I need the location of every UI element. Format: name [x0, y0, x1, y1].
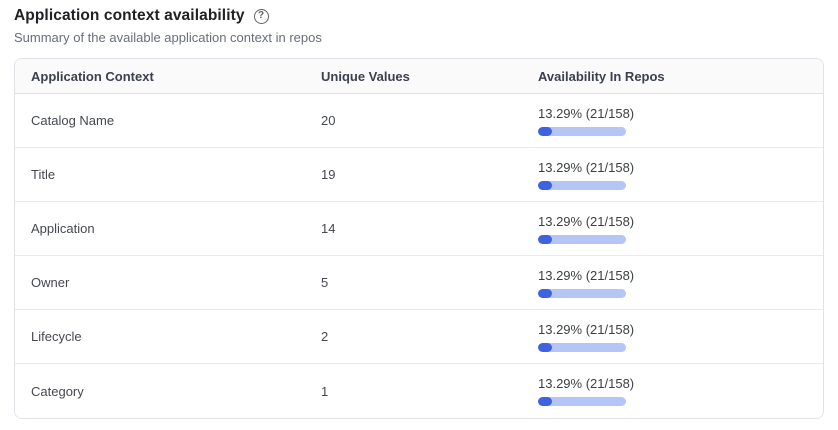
application-context-availability-panel: Application context availability ? Summa… — [14, 7, 824, 419]
availability-percentage-label: 13.29% (21/158) — [538, 267, 635, 283]
cell-availability: 13.29% (21/158) — [522, 268, 823, 298]
table-row: Category 1 13.29% (21/158) — [15, 364, 823, 418]
availability-progress-bar — [538, 180, 626, 190]
help-icon[interactable]: ? — [253, 8, 269, 24]
cell-unique-values: 5 — [321, 275, 329, 290]
cell-unique-values: 1 — [321, 383, 329, 399]
availability-percentage-label: 13.29% (21/158) — [538, 376, 635, 391]
panel-header: Application context availability ? — [14, 7, 824, 25]
column-header-availability-in-repos: Availability In Repos — [538, 68, 665, 84]
availability-percentage-label: 13.29% (21/158) — [538, 159, 635, 175]
cell-unique-values: 20 — [321, 113, 336, 128]
table-row: Application 14 13.29% (21/158) — [15, 202, 823, 256]
cell-application-context: Catalog Name — [31, 113, 115, 128]
column-header-application-context: Application Context — [31, 68, 154, 84]
availability-progress-fill — [538, 288, 552, 298]
cell-unique-values: 14 — [321, 221, 336, 236]
cell-application-context: Application — [31, 221, 95, 236]
availability-progress-bar — [538, 397, 626, 406]
table-row: Catalog Name 20 13.29% (21/158) — [15, 94, 823, 148]
availability-progress-fill — [538, 126, 552, 136]
cell-application-context: Lifecycle — [31, 329, 82, 344]
availability-progress-bar — [538, 288, 626, 298]
availability-progress-fill — [538, 180, 552, 190]
page-title: Application context availability — [14, 7, 245, 24]
cell-unique-values: 2 — [321, 329, 329, 344]
cell-availability: 13.29% (21/158) — [522, 322, 823, 352]
availability-progress-fill — [538, 234, 552, 244]
availability-progress-bar — [538, 126, 626, 136]
availability-percentage-label: 13.29% (21/158) — [538, 213, 635, 229]
cell-availability: 13.29% (21/158) — [522, 376, 823, 406]
cell-availability: 13.29% (21/158) — [522, 160, 823, 190]
cell-application-context: Category — [31, 383, 84, 399]
cell-application-context: Title — [31, 167, 56, 182]
column-header-unique-values: Unique Values — [321, 68, 410, 84]
availability-percentage-label: 13.29% (21/158) — [538, 105, 635, 121]
table-body: Catalog Name 20 13.29% (21/158) Title 19… — [15, 94, 823, 418]
availability-progress-fill — [538, 397, 552, 406]
availability-table: Application Context Unique Values Availa… — [14, 58, 824, 419]
table-header-row: Application Context Unique Values Availa… — [15, 59, 823, 94]
availability-progress-bar — [538, 342, 626, 352]
cell-unique-values: 19 — [321, 167, 336, 182]
table-row: Title 19 13.29% (21/158) — [15, 148, 823, 202]
cell-application-context: Owner — [31, 275, 70, 290]
cell-availability: 13.29% (21/158) — [522, 214, 823, 244]
table-row: Owner 5 13.29% (21/158) — [15, 256, 823, 310]
table-row: Lifecycle 2 13.29% (21/158) — [15, 310, 823, 364]
availability-progress-fill — [538, 342, 552, 352]
availability-percentage-label: 13.29% (21/158) — [538, 321, 635, 337]
page-subtitle: Summary of the available application con… — [14, 30, 322, 45]
cell-availability: 13.29% (21/158) — [522, 106, 823, 136]
availability-progress-bar — [538, 234, 626, 244]
